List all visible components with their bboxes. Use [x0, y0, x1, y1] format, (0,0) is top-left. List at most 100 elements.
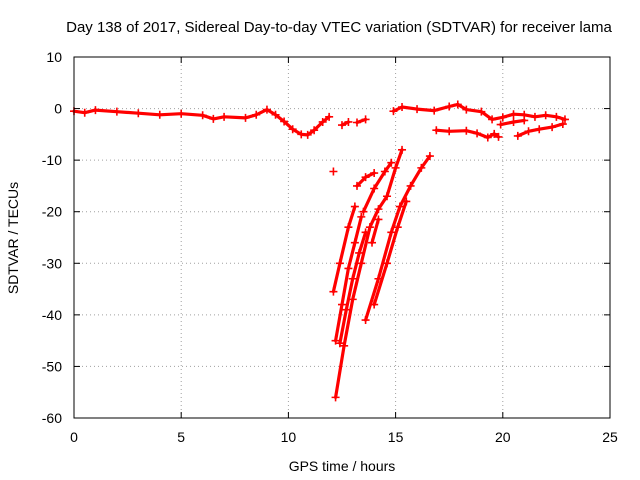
- data-point: [453, 100, 462, 109]
- data-point: [548, 123, 557, 132]
- data-point: [541, 111, 550, 120]
- series-rise-5: [359, 158, 396, 216]
- data-point: [494, 132, 503, 141]
- data-point: [425, 152, 434, 161]
- data-point: [395, 202, 404, 211]
- series-baseline-early: [70, 105, 334, 139]
- series-lower-branch-3: [496, 116, 529, 129]
- data-point: [357, 259, 366, 268]
- y-tick-label: -60: [42, 410, 62, 426]
- data-point: [134, 109, 143, 118]
- data-point: [430, 106, 439, 115]
- data-point: [338, 121, 346, 130]
- data-point: [370, 184, 379, 193]
- series-lower-branch-2: [513, 120, 567, 140]
- data-point: [361, 173, 370, 182]
- data-point: [370, 300, 379, 309]
- data-point: [91, 106, 100, 115]
- series-trace: [72, 108, 331, 137]
- data-point: [398, 145, 407, 154]
- x-tick-label: 20: [495, 429, 511, 445]
- data-point: [331, 336, 340, 345]
- data-point: [344, 223, 353, 232]
- series-trace: [331, 205, 357, 294]
- series-trace: [372, 199, 408, 307]
- data-point: [432, 126, 441, 135]
- data-point: [359, 207, 368, 216]
- x-tick-label: 10: [281, 429, 297, 445]
- data-point: [303, 130, 312, 139]
- series-rise-6: [353, 169, 379, 190]
- y-tick-label: -10: [42, 152, 62, 168]
- series-baseline-late: [389, 100, 569, 124]
- data-point: [329, 287, 338, 296]
- data-point: [383, 259, 392, 268]
- data-point: [353, 118, 362, 127]
- x-tick-label: 15: [388, 429, 404, 445]
- data-point: [355, 248, 364, 257]
- series-trace: [334, 148, 404, 399]
- data-point: [209, 114, 218, 123]
- series-trace: [370, 217, 380, 245]
- data-point: [477, 107, 486, 116]
- data-point: [357, 212, 366, 221]
- data-point: [462, 126, 471, 135]
- data-point: [509, 117, 518, 126]
- data-point: [488, 115, 497, 124]
- series-rise-4: [335, 228, 370, 348]
- data-point: [490, 129, 499, 138]
- y-tick-label: 10: [46, 49, 62, 65]
- data-point: [198, 111, 207, 120]
- data-point: [483, 133, 492, 142]
- data-point: [496, 120, 505, 129]
- data-point: [318, 117, 327, 126]
- data-point: [380, 167, 389, 176]
- data-point: [406, 181, 415, 190]
- data-point: [252, 110, 261, 119]
- data-point: [398, 103, 407, 112]
- data-point: [387, 228, 396, 237]
- x-axis-label: GPS time / hours: [289, 458, 396, 474]
- data-point: [350, 202, 359, 211]
- y-tick-label: -20: [42, 204, 62, 220]
- data-point: [535, 125, 544, 134]
- data-point: [560, 115, 569, 124]
- data-point: [344, 117, 353, 126]
- data-point: [331, 393, 340, 402]
- series-trace: [364, 154, 432, 322]
- series-trace: [391, 102, 567, 121]
- data-point: [361, 316, 370, 325]
- series-isolated-point: [329, 167, 338, 176]
- data-point: [344, 264, 353, 273]
- series-trace: [361, 161, 393, 214]
- data-point: [530, 112, 539, 121]
- data-point: [498, 113, 507, 122]
- series-fragment-a: [338, 117, 353, 130]
- data-point: [445, 102, 454, 111]
- data-point: [445, 127, 454, 136]
- series-lower-branch-1: [432, 126, 503, 142]
- data-point: [402, 197, 411, 206]
- data-point: [368, 238, 377, 247]
- data-point: [353, 181, 362, 190]
- data-point: [340, 341, 349, 350]
- data-point: [361, 228, 370, 237]
- data-point: [335, 259, 344, 268]
- ticks: [73, 56, 611, 419]
- data-point: [220, 112, 229, 121]
- series-rise-7: [361, 152, 434, 325]
- y-tick-labels: 10 0 -10 -20 -30 -40 -50 -60: [42, 49, 62, 426]
- x-tick-label: 25: [602, 429, 618, 445]
- series-fragment-b: [353, 115, 370, 127]
- series-rise-9: [368, 215, 383, 247]
- data-point: [288, 125, 297, 134]
- y-tick-label: -40: [42, 307, 62, 323]
- series-rise-1: [331, 145, 407, 402]
- data-point: [325, 112, 334, 121]
- y-tick-label: -30: [42, 255, 62, 271]
- data-point: [342, 305, 351, 314]
- data-point: [383, 192, 392, 201]
- data-point: [374, 215, 383, 224]
- data-point: [417, 163, 426, 172]
